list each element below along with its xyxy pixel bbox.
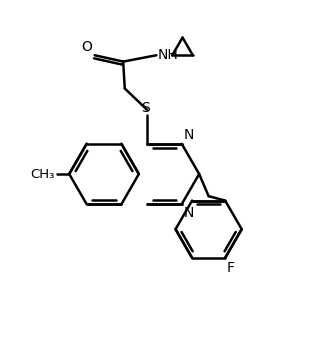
Text: F: F — [227, 261, 235, 275]
Text: N: N — [183, 206, 194, 220]
Text: CH₃: CH₃ — [31, 167, 55, 181]
Text: S: S — [142, 101, 150, 115]
Text: N: N — [183, 128, 194, 142]
Text: O: O — [81, 40, 92, 54]
Text: NH: NH — [158, 48, 179, 62]
